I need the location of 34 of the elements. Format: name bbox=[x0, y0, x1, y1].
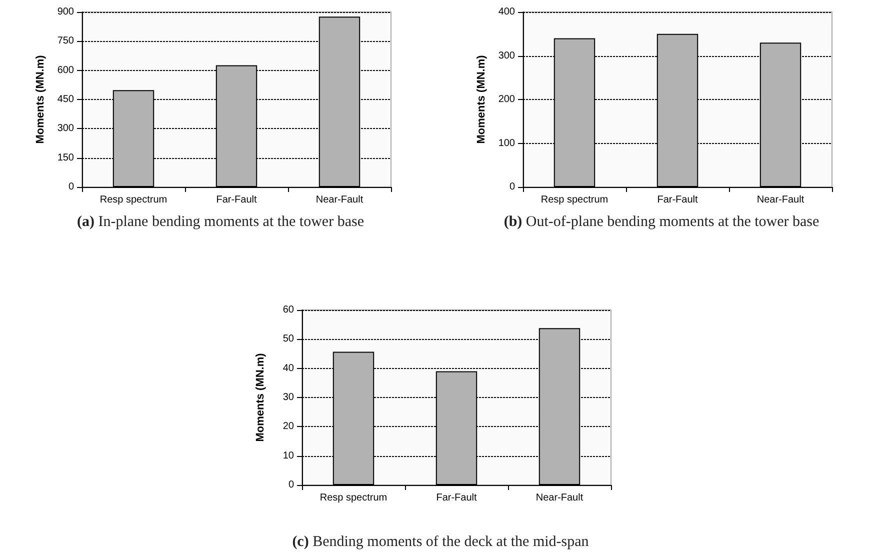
y-tick-label: 300 bbox=[57, 123, 74, 134]
x-tick-label: Resp spectrum bbox=[100, 194, 168, 206]
x-tick-label: Near-Fault bbox=[316, 194, 364, 206]
y-tick-label: 0 bbox=[509, 182, 516, 192]
x-tick-label: Far-Fault bbox=[436, 492, 477, 504]
y-tick-label: 300 bbox=[498, 50, 516, 62]
text: (c) Bending moments of the deck at the mid-span bbox=[291, 533, 590, 551]
y-tick-label: 400 bbox=[498, 6, 516, 18]
y-tick-label: 20 bbox=[282, 421, 294, 432]
y-tick-label: 10 bbox=[282, 450, 294, 462]
x-tick-label: Far-Fault bbox=[216, 194, 257, 206]
y-axis-title: Moments (MN.m) bbox=[476, 54, 488, 144]
x-tick-label: Resp spectrum bbox=[540, 194, 608, 206]
y-tick-label: 0 bbox=[68, 182, 74, 192]
y-tick-label: 150 bbox=[57, 152, 74, 164]
text: (a) In-plane bending moments at the tower base bbox=[76, 213, 365, 231]
y-tick-label: 100 bbox=[498, 138, 516, 149]
y-tick-label: 40 bbox=[282, 362, 294, 374]
y-tick-label: 30 bbox=[282, 392, 294, 403]
y-tick-label: 50 bbox=[282, 334, 294, 345]
x-tick-label: Near-Fault bbox=[756, 194, 804, 206]
x-tick-label: Near-Fault bbox=[536, 492, 584, 504]
y-axis-title: Moments (MN.m) bbox=[254, 352, 266, 442]
text: (b) Out-of-plane bending moments at the tower base bbox=[502, 213, 820, 231]
y-tick-label: 0 bbox=[288, 480, 294, 490]
y-tick-label: 200 bbox=[498, 94, 516, 105]
x-tick-label: Resp spectrum bbox=[320, 492, 388, 504]
y-axis-title: Moments (MN.m) bbox=[34, 54, 46, 144]
y-tick-label: 600 bbox=[57, 64, 74, 76]
y-tick-label: 60 bbox=[282, 304, 294, 316]
x-tick-label: Far-Fault bbox=[657, 194, 698, 206]
y-tick-label: 750 bbox=[57, 36, 74, 47]
y-tick-label: 450 bbox=[57, 94, 74, 105]
y-tick-label: 900 bbox=[57, 6, 74, 18]
